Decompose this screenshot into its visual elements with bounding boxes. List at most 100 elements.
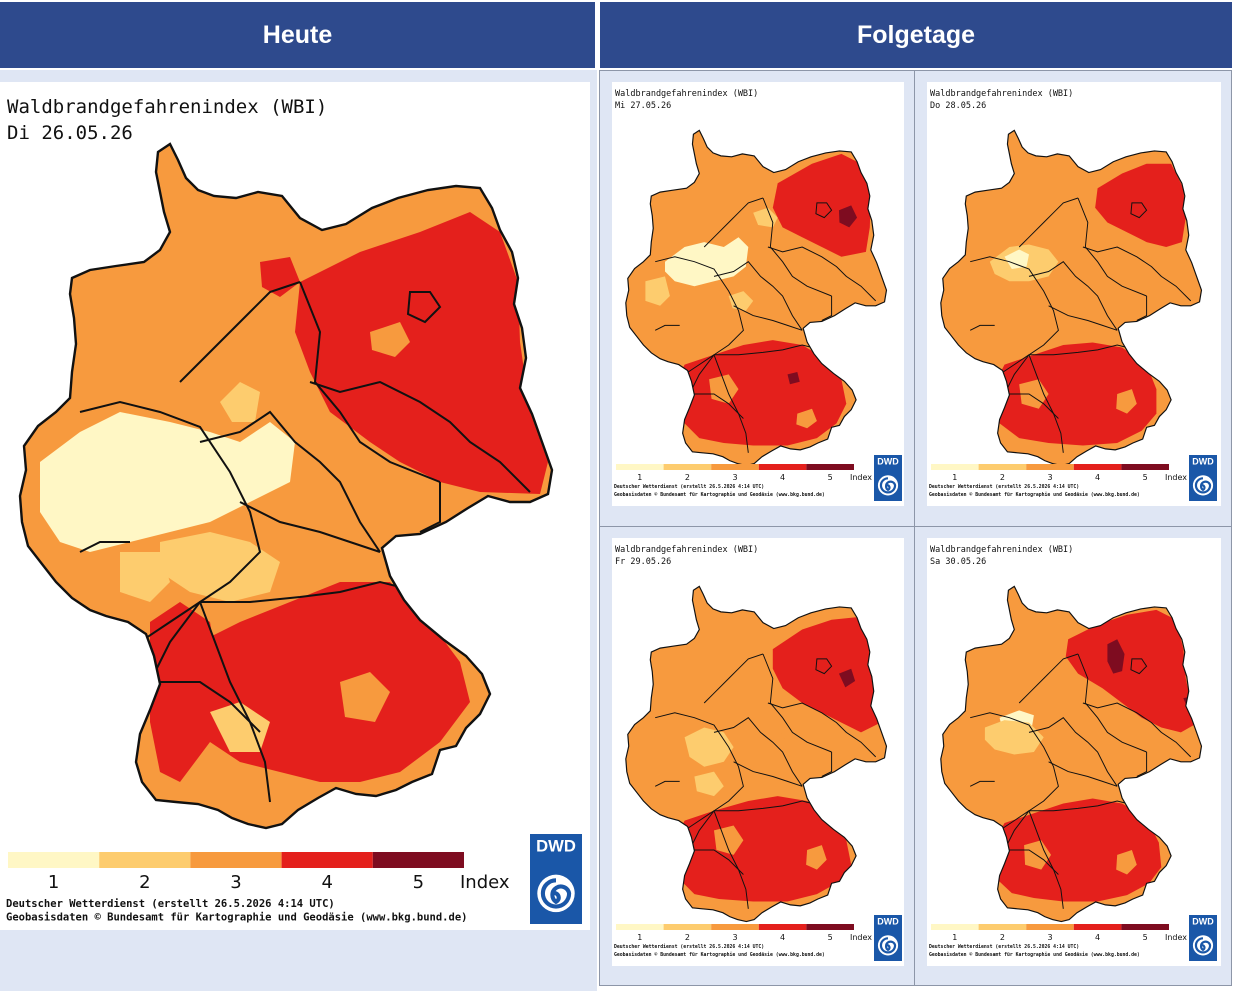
horizontal-divider bbox=[599, 526, 1232, 527]
state-border bbox=[179, 281, 301, 383]
map-date: Mi 27.05.26 bbox=[615, 101, 672, 111]
header-following-label: Folgetage bbox=[856, 20, 976, 49]
map-svg: 1 2 3 4 5 Index Deutscher Wetterdienst (erstel… bbox=[614, 585, 902, 961]
legend-tick: 5 bbox=[413, 872, 424, 893]
legend-swatch bbox=[978, 924, 1027, 930]
state-border bbox=[767, 702, 877, 758]
state-border bbox=[733, 305, 803, 331]
dwd-logo: DWD bbox=[530, 834, 582, 924]
legend-tick: 1 bbox=[637, 473, 642, 482]
state-border bbox=[1082, 246, 1192, 302]
dwd-logo-text: DWD bbox=[1192, 457, 1214, 467]
state-border bbox=[139, 580, 421, 643]
legend-tick: 1 bbox=[952, 933, 957, 942]
state-border bbox=[1048, 761, 1118, 787]
state-border bbox=[713, 354, 749, 453]
legend-tick: 3 bbox=[1047, 933, 1052, 942]
dwd-logo-text: DWD bbox=[877, 457, 899, 467]
legend-swatch bbox=[711, 464, 759, 470]
footer-geodata: Geobasisdaten © Bundesamt für Kartograph… bbox=[614, 492, 825, 498]
legend-tick: 1 bbox=[48, 872, 59, 893]
legend-tick: 4 bbox=[780, 473, 785, 482]
legend: 1 2 3 4 5 Index bbox=[616, 464, 872, 482]
legend-tick: 3 bbox=[1047, 473, 1052, 482]
state-border bbox=[1130, 202, 1148, 219]
risk-zone-level-4 bbox=[772, 617, 881, 733]
risk-zone-level-5 bbox=[1107, 639, 1125, 674]
state-border bbox=[1028, 354, 1064, 453]
map-card-d3[interactable]: Waldbrandgefahrenindex (WBI) Fr 29.05.26… bbox=[612, 538, 904, 966]
header-today: Heute bbox=[0, 2, 595, 68]
map-svg: 1 2 3 4 5 Index Deutscher Wetterdienst (erstel… bbox=[6, 142, 582, 924]
state-border bbox=[1077, 653, 1147, 753]
state-border bbox=[1018, 197, 1079, 248]
legend: 1 2 3 4 5 Index bbox=[616, 924, 872, 942]
dwd-logo: DWD bbox=[874, 915, 902, 961]
risk-zone-level-2 bbox=[753, 207, 778, 228]
state-border bbox=[1028, 717, 1118, 787]
legend-swatch bbox=[663, 464, 712, 470]
map-card-d4[interactable]: Waldbrandgefahrenindex (WBI) Sa 30.05.26… bbox=[927, 538, 1221, 966]
legend-swatch bbox=[711, 924, 759, 930]
risk-zone-level-3 bbox=[709, 374, 739, 404]
map-card-today[interactable]: Waldbrandgefahrenindex (WBI) Di 26.05.26… bbox=[0, 82, 590, 930]
legend-tick: 4 bbox=[780, 933, 785, 942]
legend-tick: 5 bbox=[1143, 473, 1148, 482]
legend-swatch bbox=[8, 852, 100, 868]
dwd-logo-text: DWD bbox=[877, 917, 899, 927]
state-border bbox=[1018, 653, 1079, 704]
risk-zone-level-3 bbox=[300, 432, 350, 482]
map-title: Waldbrandgefahrenindex (WBI) bbox=[7, 96, 328, 118]
legend-swatch bbox=[616, 924, 664, 930]
state-border bbox=[713, 261, 803, 331]
legend-swatch bbox=[372, 852, 464, 868]
state-border bbox=[733, 761, 803, 787]
country-border bbox=[625, 129, 888, 467]
legend-tick: 2 bbox=[1000, 933, 1005, 942]
country-border bbox=[940, 129, 1203, 467]
risk-zone-level-5 bbox=[838, 668, 856, 688]
map-card-d1[interactable]: Waldbrandgefahrenindex (WBI) Mi 27.05.26… bbox=[612, 82, 904, 506]
risk-zone-level-2 bbox=[984, 720, 1044, 755]
map-title: Waldbrandgefahrenindex (WBI) bbox=[930, 545, 1074, 555]
legend-swatch bbox=[806, 464, 854, 470]
risk-zone-level-5 bbox=[787, 371, 800, 385]
dwd-spiral-stroke bbox=[879, 477, 897, 494]
map-title: Waldbrandgefahrenindex (WBI) bbox=[615, 545, 759, 555]
risk-zone-level-2 bbox=[645, 276, 670, 306]
risk-zone-level-3 bbox=[370, 322, 410, 357]
state-border bbox=[299, 281, 441, 483]
footer-credit: Deutscher Wetterdienst (erstellt 26.5.20… bbox=[6, 898, 335, 910]
country-border bbox=[18, 142, 554, 830]
legend-tick: 2 bbox=[1000, 473, 1005, 482]
map-date: Fr 29.05.26 bbox=[615, 557, 672, 567]
state-border bbox=[79, 400, 262, 683]
legend-tick: 2 bbox=[685, 473, 690, 482]
footer-geodata: Geobasisdaten © Bundesamt für Kartograph… bbox=[929, 952, 1140, 958]
header-following-days: Folgetage bbox=[600, 2, 1232, 68]
state-border bbox=[160, 681, 261, 733]
vertical-divider bbox=[914, 70, 915, 986]
state-border bbox=[703, 653, 764, 704]
legend-tick: 3 bbox=[230, 872, 241, 893]
state-border bbox=[694, 393, 744, 419]
state-border bbox=[406, 291, 442, 324]
state-border bbox=[654, 780, 680, 787]
risk-zone-level-3 bbox=[1116, 389, 1137, 414]
legend-unit: Index bbox=[1165, 473, 1187, 482]
state-border bbox=[1028, 261, 1118, 331]
dwd-spiral-stroke bbox=[540, 878, 572, 909]
state-border bbox=[79, 541, 130, 553]
state-border bbox=[199, 410, 381, 553]
state-border bbox=[821, 296, 833, 321]
risk-zone-level-2 bbox=[210, 702, 270, 752]
state-border bbox=[969, 780, 995, 787]
state-border bbox=[1077, 197, 1147, 297]
state-border bbox=[655, 712, 744, 851]
risk-zone-level-2 bbox=[120, 552, 170, 602]
legend-tick: 5 bbox=[828, 933, 833, 942]
legend-swatch bbox=[1026, 464, 1074, 470]
risk-zone-level-2 bbox=[160, 532, 280, 602]
footer-geodata: Geobasisdaten © Bundesamt für Kartograph… bbox=[929, 492, 1140, 498]
map-card-d2[interactable]: Waldbrandgefahrenindex (WBI) Do 28.05.26… bbox=[927, 82, 1221, 506]
